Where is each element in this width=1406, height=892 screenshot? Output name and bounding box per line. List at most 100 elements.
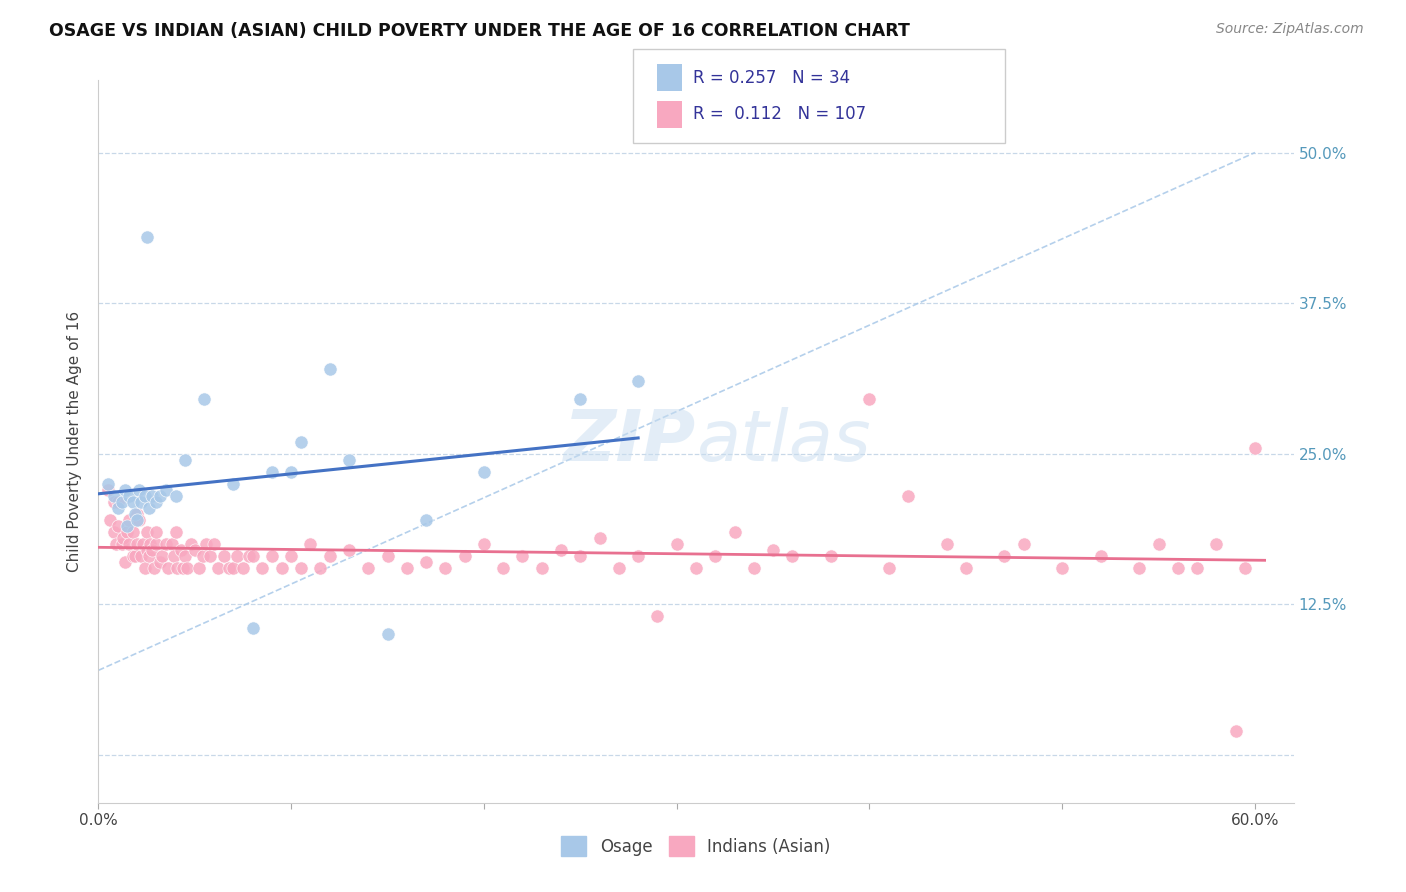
Indians (Asian): [149, 555, 172, 569]
Indians (Asian): [647, 609, 669, 624]
Indians (Asian): [172, 561, 194, 575]
Indians (Asian): [627, 549, 650, 563]
Indians (Asian): [160, 537, 183, 551]
Indians (Asian): [1225, 723, 1247, 738]
Osage: [103, 489, 125, 503]
Legend: Osage, Indians (Asian): Osage, Indians (Asian): [554, 830, 838, 863]
Indians (Asian): [270, 561, 292, 575]
Indians (Asian): [415, 555, 437, 569]
Indians (Asian): [377, 549, 399, 563]
Indians (Asian): [1128, 561, 1150, 575]
Indians (Asian): [202, 537, 225, 551]
Indians (Asian): [453, 549, 475, 563]
Indians (Asian): [492, 561, 515, 575]
Indians (Asian): [742, 561, 765, 575]
Indians (Asian): [357, 561, 380, 575]
Indians (Asian): [107, 494, 129, 508]
Indians (Asian): [145, 524, 167, 539]
Osage: [129, 494, 152, 508]
Osage: [125, 513, 148, 527]
Indians (Asian): [156, 561, 179, 575]
Indians (Asian): [472, 537, 495, 551]
Indians (Asian): [122, 549, 145, 563]
Osage: [155, 483, 177, 497]
Indians (Asian): [195, 537, 218, 551]
Indians (Asian): [665, 537, 688, 551]
Indians (Asian): [897, 489, 920, 503]
Osage: [165, 489, 187, 503]
Indians (Asian): [134, 561, 156, 575]
Indians (Asian): [176, 561, 198, 575]
Indians (Asian): [1185, 561, 1208, 575]
Indians (Asian): [141, 542, 163, 557]
Indians (Asian): [588, 531, 610, 545]
Indians (Asian): [103, 494, 125, 508]
Osage: [193, 392, 215, 407]
Indians (Asian): [685, 561, 707, 575]
Indians (Asian): [139, 537, 162, 551]
Osage: [141, 489, 163, 503]
Indians (Asian): [993, 549, 1015, 563]
Text: ZIP: ZIP: [564, 407, 696, 476]
Osage: [319, 362, 342, 376]
Indians (Asian): [877, 561, 900, 575]
Indians (Asian): [222, 561, 245, 575]
Indians (Asian): [1090, 549, 1112, 563]
Text: OSAGE VS INDIAN (ASIAN) CHILD POVERTY UNDER THE AGE OF 16 CORRELATION CHART: OSAGE VS INDIAN (ASIAN) CHILD POVERTY UN…: [49, 22, 910, 40]
Indians (Asian): [143, 561, 166, 575]
Indians (Asian): [107, 519, 129, 533]
Osage: [149, 489, 172, 503]
Indians (Asian): [112, 531, 135, 545]
Osage: [122, 494, 145, 508]
Indians (Asian): [762, 542, 785, 557]
Indians (Asian): [212, 549, 235, 563]
Indians (Asian): [103, 524, 125, 539]
Osage: [174, 452, 197, 467]
Indians (Asian): [252, 561, 274, 575]
Osage: [135, 230, 157, 244]
Indians (Asian): [782, 549, 804, 563]
Indians (Asian): [1012, 537, 1035, 551]
Indians (Asian): [309, 561, 332, 575]
Indians (Asian): [955, 561, 977, 575]
Indians (Asian): [187, 561, 209, 575]
Indians (Asian): [184, 542, 207, 557]
Indians (Asian): [174, 549, 197, 563]
Indians (Asian): [226, 549, 249, 563]
Indians (Asian): [260, 549, 283, 563]
Osage: [134, 489, 156, 503]
Indians (Asian): [118, 537, 141, 551]
Indians (Asian): [155, 537, 177, 551]
Indians (Asian): [280, 549, 302, 563]
Indians (Asian): [290, 561, 312, 575]
Indians (Asian): [238, 549, 260, 563]
Osage: [415, 513, 437, 527]
Indians (Asian): [1244, 441, 1267, 455]
Osage: [124, 507, 146, 521]
Indians (Asian): [232, 561, 254, 575]
Indians (Asian): [569, 549, 592, 563]
Indians (Asian): [117, 524, 139, 539]
Indians (Asian): [145, 537, 167, 551]
Indians (Asian): [299, 537, 322, 551]
Osage: [107, 500, 129, 515]
Osage: [472, 465, 495, 479]
Y-axis label: Child Poverty Under the Age of 16: Child Poverty Under the Age of 16: [67, 311, 83, 572]
Indians (Asian): [723, 524, 745, 539]
Indians (Asian): [1205, 537, 1227, 551]
Indians (Asian): [129, 549, 152, 563]
Indians (Asian): [200, 549, 222, 563]
Indians (Asian): [434, 561, 457, 575]
Osage: [118, 489, 141, 503]
Osage: [242, 621, 264, 635]
Osage: [337, 452, 360, 467]
Indians (Asian): [114, 555, 136, 569]
Indians (Asian): [242, 549, 264, 563]
Indians (Asian): [104, 537, 127, 551]
Indians (Asian): [319, 549, 342, 563]
Indians (Asian): [138, 549, 160, 563]
Indians (Asian): [1147, 537, 1170, 551]
Indians (Asian): [98, 513, 121, 527]
Indians (Asian): [125, 537, 148, 551]
Indians (Asian): [820, 549, 842, 563]
